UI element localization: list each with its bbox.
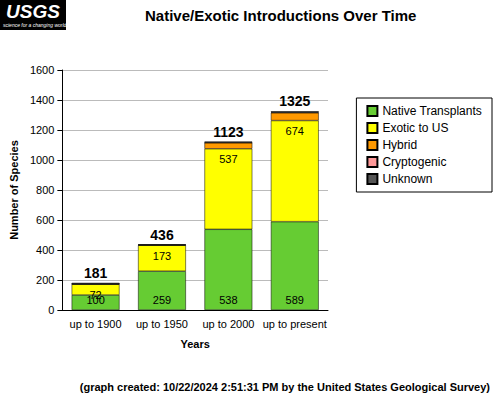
svg-text:up to 1950: up to 1950 [136,318,188,330]
svg-text:up to present: up to present [263,318,327,330]
svg-text:1325: 1325 [279,93,310,109]
svg-text:Native Transplants: Native Transplants [382,104,481,118]
svg-text:436: 436 [150,227,174,243]
svg-text:200: 200 [36,274,54,286]
svg-text:Native/Exotic Introductions Ov: Native/Exotic Introductions Over Time [145,7,416,24]
svg-text:1400: 1400 [30,94,54,106]
svg-text:science for a changing world: science for a changing world [3,22,67,28]
svg-text:173: 173 [153,250,171,262]
svg-text:537: 537 [219,153,237,165]
svg-text:72: 72 [89,289,101,301]
svg-text:674: 674 [286,125,304,137]
svg-text:Exotic to US: Exotic to US [382,121,448,135]
svg-text:1123: 1123 [213,124,244,140]
svg-text:1200: 1200 [30,124,54,136]
svg-text:800: 800 [36,184,54,196]
svg-text:Hybrid: Hybrid [382,138,417,152]
svg-text:Years: Years [180,338,209,350]
svg-text:600: 600 [36,214,54,226]
svg-text:up to 2000: up to 2000 [202,318,254,330]
svg-text:USGS: USGS [6,1,60,22]
svg-text:538: 538 [219,294,237,306]
svg-text:589: 589 [286,294,304,306]
svg-text:181: 181 [84,265,108,281]
svg-text:Cryptogenic: Cryptogenic [382,155,446,169]
svg-text:400: 400 [36,244,54,256]
svg-text:0: 0 [48,304,54,316]
svg-text:259: 259 [153,294,171,306]
svg-text:1000: 1000 [30,154,54,166]
svg-text:1600: 1600 [30,64,54,76]
svg-text:up to 1900: up to 1900 [70,318,122,330]
svg-text:Number of Species: Number of Species [8,140,20,240]
svg-text:(graph created: 10/22/2024 2:5: (graph created: 10/22/2024 2:51:31 PM by… [80,381,491,393]
svg-text:Unknown: Unknown [382,172,432,186]
